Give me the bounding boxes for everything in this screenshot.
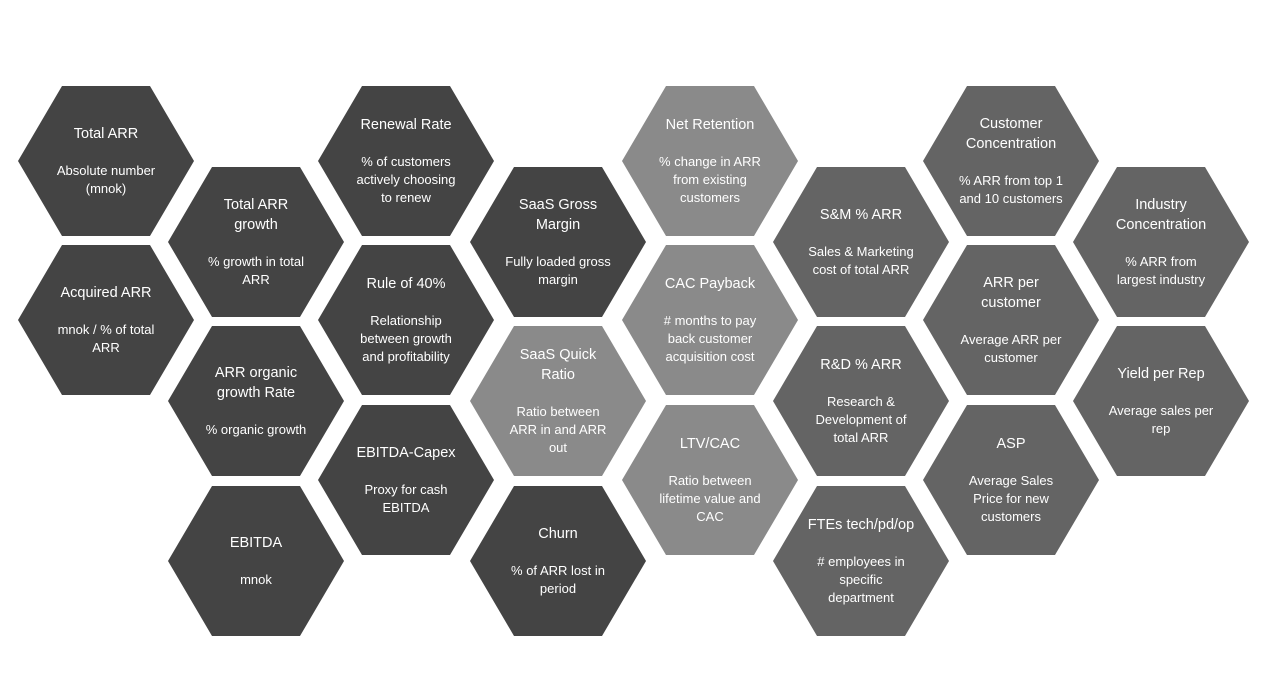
- hex-title: ARR per customer: [981, 275, 1041, 311]
- hex-description: Research & Development of total ARR: [815, 394, 907, 445]
- hex-title: Industry Concentration: [1115, 197, 1207, 233]
- hex-title: Churn: [538, 526, 578, 542]
- hex-arr-per-customer: ARR per customer Average ARR per custome…: [923, 245, 1099, 395]
- hex-yield-per-rep: Yield per Rep Average sales per rep: [1073, 326, 1249, 476]
- hex-total-arr-growth: Total ARR growth % growth in total ARR: [168, 167, 344, 317]
- hex-description: Average sales per rep: [1108, 403, 1214, 436]
- hex-title: Total ARR growth: [223, 197, 289, 233]
- hex-title: LTV/CAC: [679, 436, 741, 452]
- hex-description: Ratio between ARR in and ARR out: [509, 404, 607, 455]
- hex-sm-percent-arr: S&M % ARR Sales & Marketing cost of tota…: [773, 167, 949, 317]
- hex-description: % organic growth: [205, 422, 307, 437]
- hex-acquired-arr: Acquired ARR mnok / % of total ARR: [18, 245, 194, 395]
- hex-saas-quick-ratio: SaaS Quick Ratio Ratio between ARR in an…: [470, 326, 646, 476]
- hex-total-arr: Total ARR Absolute number (mnok): [18, 86, 194, 236]
- hex-description: % of ARR lost in period: [511, 563, 605, 596]
- hex-description: Average ARR per customer: [960, 332, 1062, 365]
- hex-renewal-rate: Renewal Rate % of customers actively cho…: [318, 86, 494, 236]
- hex-ebitda: EBITDA mnok: [168, 486, 344, 636]
- hex-title: Net Retention: [665, 117, 755, 133]
- hex-net-retention: Net Retention % change in ARR from exist…: [622, 86, 798, 236]
- hex-rd-percent-arr: R&D % ARR Research & Development of tota…: [773, 326, 949, 476]
- hex-description: # employees in specific department: [817, 554, 905, 605]
- hex-title: S&M % ARR: [819, 207, 903, 223]
- hex-industry-concentration: Industry Concentration % ARR from larges…: [1073, 167, 1249, 317]
- hex-title: Rule of 40%: [366, 276, 446, 292]
- hex-description: Relationship between growth and profitab…: [360, 313, 452, 364]
- hex-description: # months to pay back customer acquisitio…: [663, 313, 757, 364]
- hex-description: Ratio between lifetime value and CAC: [659, 473, 761, 524]
- hex-title: Total ARR: [73, 126, 139, 142]
- hex-description: % ARR from top 1 and 10 customers: [958, 173, 1064, 206]
- hex-arr-organic-growth: ARR organic growth Rate % organic growth: [168, 326, 344, 476]
- hex-title: ASP: [996, 436, 1026, 452]
- hex-title: FTEs tech/pd/op: [807, 517, 915, 533]
- hex-description: Sales & Marketing cost of total ARR: [808, 244, 914, 277]
- hex-title: Renewal Rate: [360, 117, 452, 133]
- hex-saas-gross-margin: SaaS Gross Margin Fully loaded gross mar…: [470, 167, 646, 317]
- hex-title: EBITDA: [229, 535, 283, 551]
- hex-description: % change in ARR from existing customers: [659, 154, 761, 205]
- hex-title: R&D % ARR: [820, 357, 902, 373]
- hex-cac-payback: CAC Payback # months to pay back custome…: [622, 245, 798, 395]
- hex-customer-concentration: Customer Concentration % ARR from top 1 …: [923, 86, 1099, 236]
- hex-description: mnok: [240, 572, 272, 587]
- hex-ebitda-capex: EBITDA-Capex Proxy for cash EBITDA: [318, 405, 494, 555]
- hex-title: Customer Concentration: [965, 116, 1057, 152]
- hex-title: EBITDA-Capex: [356, 445, 456, 461]
- hex-description: % growth in total ARR: [207, 254, 305, 287]
- hex-title: CAC Payback: [664, 276, 756, 292]
- hex-title: Acquired ARR: [60, 285, 152, 301]
- hex-description: mnok / % of total ARR: [57, 322, 155, 355]
- hex-asp: ASP Average Sales Price for new customer…: [923, 405, 1099, 555]
- hex-title: Yield per Rep: [1117, 366, 1205, 382]
- hex-churn: Churn % of ARR lost in period: [470, 486, 646, 636]
- hex-title: ARR organic growth Rate: [214, 365, 298, 401]
- hex-title: SaaS Quick Ratio: [519, 347, 597, 383]
- hex-description: Fully loaded gross margin: [505, 254, 611, 287]
- hex-title: SaaS Gross Margin: [518, 197, 598, 233]
- hex-description: % ARR from largest industry: [1116, 254, 1206, 287]
- hex-ltv-cac: LTV/CAC Ratio between lifetime value and…: [622, 405, 798, 555]
- hex-ftes: FTEs tech/pd/op # employees in specific …: [773, 486, 949, 636]
- hex-description: Proxy for cash EBITDA: [364, 482, 448, 515]
- hex-description: Absolute number (mnok): [56, 163, 156, 196]
- hex-rule-of-40: Rule of 40% Relationship between growth …: [318, 245, 494, 395]
- hex-description: Average Sales Price for new customers: [968, 473, 1054, 524]
- hex-description: % of customers actively choosing to rene…: [356, 154, 456, 205]
